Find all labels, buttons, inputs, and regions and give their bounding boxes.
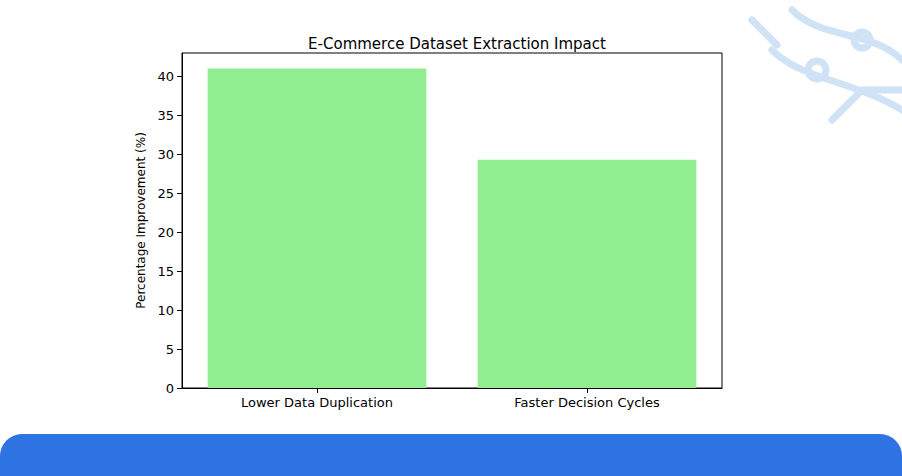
svg-text:20: 20 (157, 225, 174, 240)
svg-text:Percentage Improvement (%): Percentage Improvement (%) (134, 132, 148, 309)
svg-text:35: 35 (157, 108, 174, 123)
svg-text:E-Commerce Dataset Extraction: E-Commerce Dataset Extraction Impact (308, 35, 606, 53)
svg-text:Lower Data Duplication: Lower Data Duplication (241, 395, 393, 410)
svg-text:25: 25 (157, 186, 174, 201)
svg-text:5: 5 (166, 342, 174, 357)
svg-text:10: 10 (157, 303, 174, 318)
svg-text:30: 30 (157, 147, 174, 162)
svg-text:0: 0 (166, 381, 174, 396)
svg-text:15: 15 (157, 264, 174, 279)
svg-text:Faster Decision Cycles: Faster Decision Cycles (514, 395, 660, 410)
svg-text:40: 40 (157, 69, 174, 84)
